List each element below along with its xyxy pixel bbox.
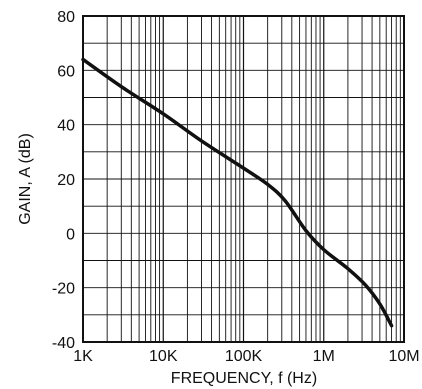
plot-frame [82,15,405,343]
gain-curve [81,57,394,328]
x-tick-label: 1K [73,348,93,365]
series-layer [81,57,394,328]
y-tick-label: 60 [57,63,75,80]
y-tick-label: 80 [57,9,75,26]
y-tick-label: -20 [52,281,75,298]
y-axis-title: GAIN, A (dB) [17,133,34,225]
x-tick-label: 100K [225,348,263,365]
y-tick-label: -40 [52,335,75,352]
grid-layer [83,16,404,342]
x-tick-label: 10M [388,348,419,365]
y-tick-label: 20 [57,172,75,189]
x-tick-label: 1M [313,348,335,365]
x-tick-label: 10K [149,348,178,365]
y-tick-label: 40 [57,118,75,135]
y-tick-label: 0 [66,226,75,243]
x-axis-title: FREQUENCY, f (Hz) [171,370,317,387]
